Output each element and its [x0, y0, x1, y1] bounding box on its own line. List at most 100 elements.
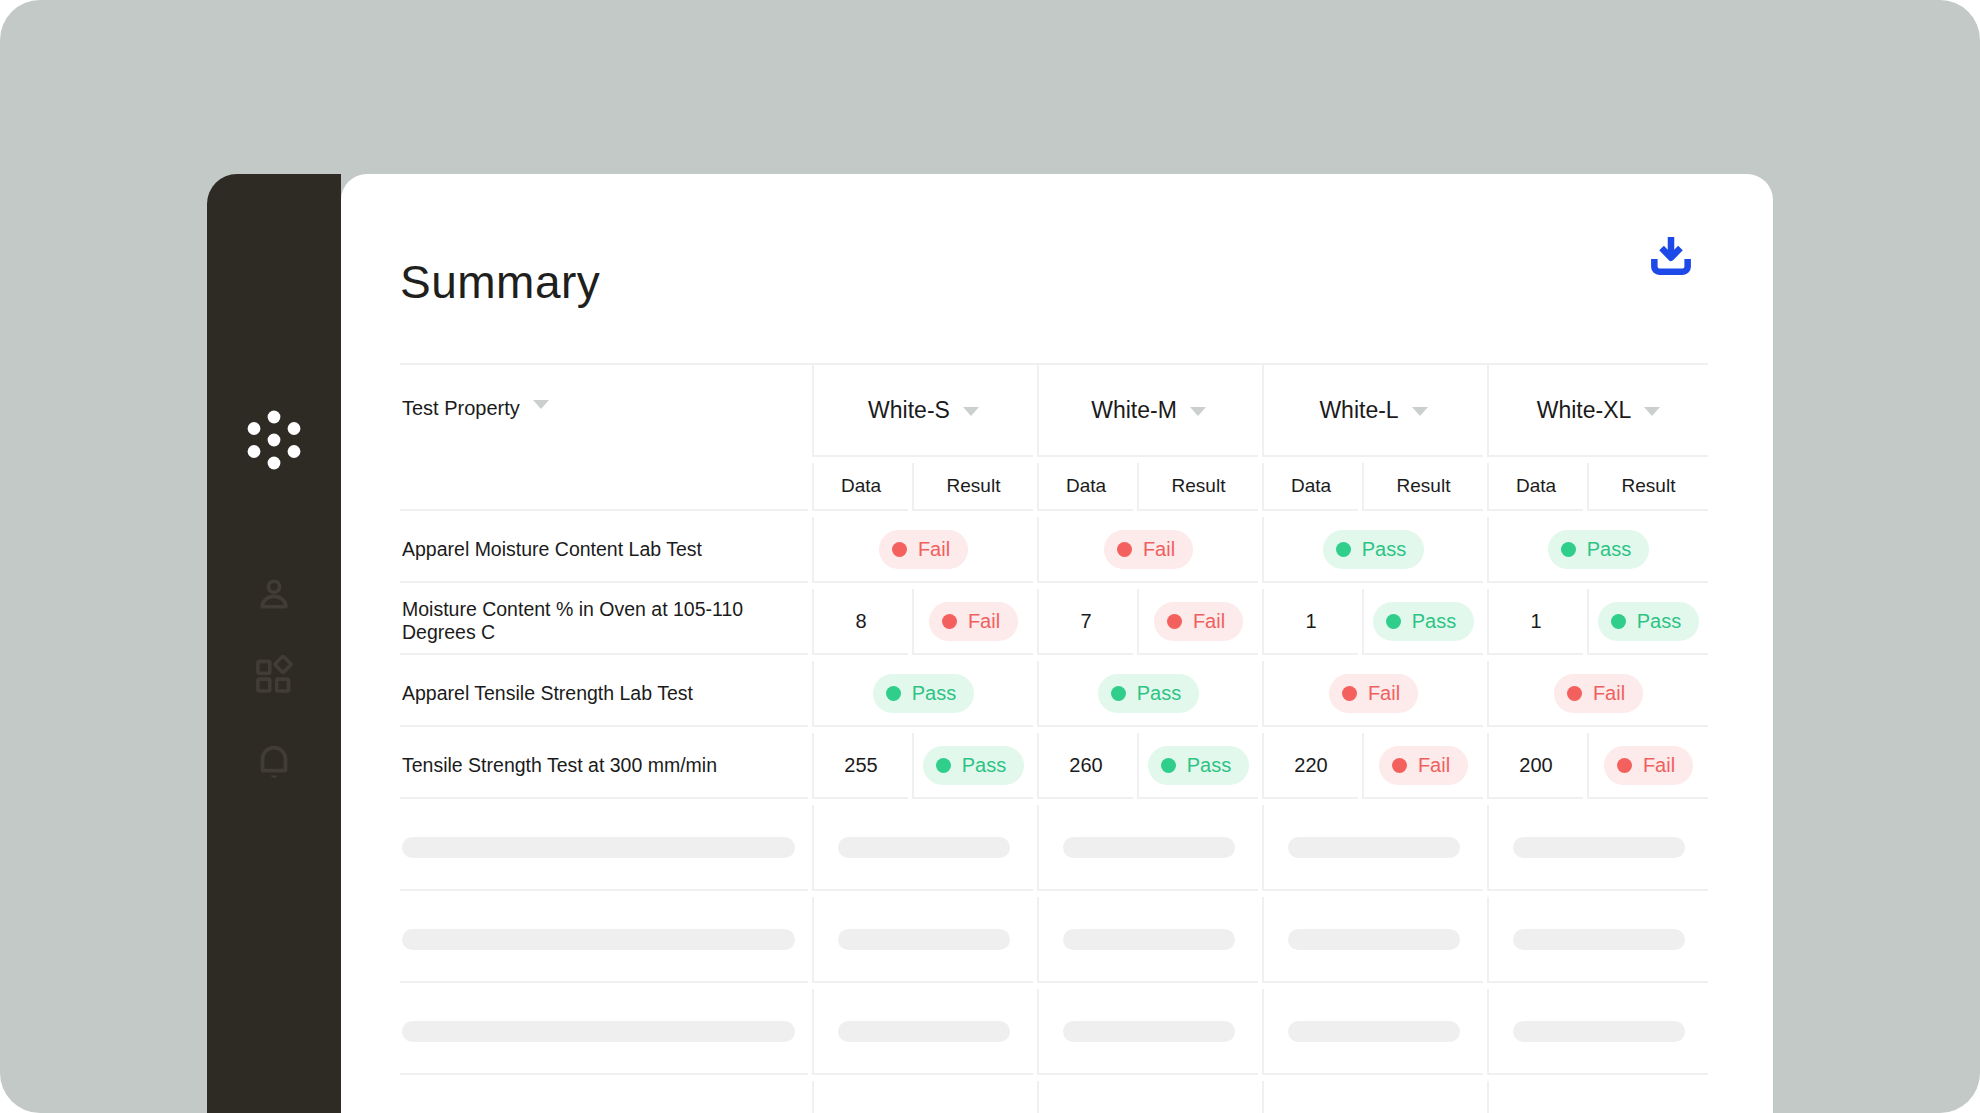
- status-label: Fail: [1643, 754, 1675, 777]
- fail-badge: Fail: [1104, 530, 1193, 569]
- data-cell: 7: [1037, 589, 1133, 655]
- status-label: Pass: [1137, 682, 1181, 705]
- column-header-white-xl[interactable]: White-XL: [1487, 365, 1708, 457]
- column-header-test-property[interactable]: Test Property: [400, 365, 808, 511]
- pass-badge: Pass: [1148, 746, 1249, 785]
- main-card: Summary Test PropertyWhite-SWhite-MWhite…: [341, 174, 1773, 1113]
- skeleton-bar: [1513, 1021, 1685, 1042]
- fail-badge: Fail: [879, 530, 968, 569]
- group-result-cell: Pass: [812, 661, 1033, 727]
- pass-badge: Pass: [1548, 530, 1649, 569]
- fail-badge: Fail: [1329, 674, 1418, 713]
- skeleton-bar: [1288, 929, 1460, 950]
- column-header-white-l[interactable]: White-L: [1262, 365, 1483, 457]
- row-label: Tensile Strength Test at 300 mm/min: [400, 733, 808, 799]
- skeleton-bar: [838, 929, 1010, 950]
- data-cell: 255: [812, 733, 908, 799]
- skeleton-group-cell: [812, 989, 1033, 1075]
- result-cell: Fail: [1362, 733, 1483, 799]
- skeleton-bar: [1063, 1021, 1235, 1042]
- status-dot-icon: [1167, 614, 1182, 629]
- subheader-result: Result: [1587, 463, 1708, 511]
- data-cell: 8: [812, 589, 908, 655]
- row-label: Apparel Tensile Strength Lab Test: [400, 661, 808, 727]
- status-label: Fail: [1193, 610, 1225, 633]
- skeleton-group-cell: [1262, 989, 1483, 1075]
- subheader-result: Result: [1362, 463, 1483, 511]
- partial-row-group-cell: [1037, 1081, 1258, 1113]
- dashboard-icon: [251, 653, 297, 699]
- skeleton-group-cell: [1262, 897, 1483, 983]
- page-title: Summary: [400, 255, 600, 309]
- status-label: Fail: [1593, 682, 1625, 705]
- status-label: Fail: [918, 538, 950, 561]
- skeleton-property-cell: [400, 897, 808, 983]
- row-label: Moisture Content % in Oven at 105-110 De…: [400, 589, 808, 655]
- status-label: Pass: [1187, 754, 1231, 777]
- status-dot-icon: [1617, 758, 1632, 773]
- column-header-white-m[interactable]: White-M: [1037, 365, 1258, 457]
- column-header-white-s[interactable]: White-S: [812, 365, 1033, 457]
- partial-row-property-cell: [400, 1081, 808, 1113]
- status-dot-icon: [886, 686, 901, 701]
- result-cell: Fail: [912, 589, 1033, 655]
- result-cell: Pass: [912, 733, 1033, 799]
- result-cell: Fail: [1137, 589, 1258, 655]
- sidebar-item-profile[interactable]: [207, 572, 341, 620]
- partial-row-group-cell: [1262, 1081, 1483, 1113]
- sidebar-item-notifications[interactable]: [207, 737, 341, 785]
- subheader-data: Data: [812, 463, 908, 511]
- status-label: Fail: [968, 610, 1000, 633]
- test-property-header-label: Test Property: [402, 397, 520, 420]
- status-dot-icon: [1386, 614, 1401, 629]
- sidebar: [207, 174, 341, 1113]
- pass-badge: Pass: [1373, 602, 1474, 641]
- skeleton-group-cell: [812, 805, 1033, 891]
- partial-row-group-cell: [812, 1081, 1033, 1113]
- status-dot-icon: [892, 542, 907, 557]
- status-label: Pass: [1637, 610, 1681, 633]
- pass-badge: Pass: [1598, 602, 1699, 641]
- status-label: Fail: [1143, 538, 1175, 561]
- bell-icon: [251, 738, 297, 784]
- skeleton-bar: [402, 1021, 795, 1042]
- chevron-down-icon: [1190, 407, 1206, 416]
- size-header-label: White-XL: [1537, 397, 1632, 424]
- group-result-cell: Fail: [1037, 517, 1258, 583]
- fail-badge: Fail: [1154, 602, 1243, 641]
- group-result-cell: Fail: [1487, 661, 1708, 727]
- status-dot-icon: [942, 614, 957, 629]
- subheader-result: Result: [1137, 463, 1258, 511]
- summary-table: Test Property White-SWhite-MWhite-L White-…: [400, 363, 1708, 1113]
- chevron-down-icon: [533, 400, 549, 409]
- status-dot-icon: [1611, 614, 1626, 629]
- data-cell: 220: [1262, 733, 1358, 799]
- status-dot-icon: [1561, 542, 1576, 557]
- fail-badge: Fail: [929, 602, 1018, 641]
- chevron-down-icon: [1412, 407, 1428, 416]
- sidebar-item-dashboard[interactable]: [207, 652, 341, 700]
- skeleton-group-cell: [1487, 805, 1708, 891]
- result-cell: Pass: [1362, 589, 1483, 655]
- skeleton-bar: [1063, 929, 1235, 950]
- row-label: Apparel Moisture Content Lab Test: [400, 517, 808, 583]
- skeleton-property-cell: [400, 805, 808, 891]
- skeleton-bar: [1513, 837, 1685, 858]
- group-result-cell: Pass: [1487, 517, 1708, 583]
- status-label: Fail: [1418, 754, 1450, 777]
- download-button[interactable]: [1641, 226, 1701, 286]
- result-cell: Pass: [1137, 733, 1258, 799]
- skeleton-group-cell: [1262, 805, 1483, 891]
- data-cell: 200: [1487, 733, 1583, 799]
- fail-badge: Fail: [1379, 746, 1468, 785]
- skeleton-bar: [1063, 837, 1235, 858]
- subheader-data: Data: [1037, 463, 1133, 511]
- chevron-down-icon: [963, 407, 979, 416]
- status-label: Pass: [912, 682, 956, 705]
- status-dot-icon: [1567, 686, 1582, 701]
- skeleton-group-cell: [1037, 805, 1258, 891]
- group-result-cell: Pass: [1037, 661, 1258, 727]
- partial-row-group-cell: [1487, 1081, 1708, 1113]
- pass-badge: Pass: [1323, 530, 1424, 569]
- skeleton-group-cell: [812, 897, 1033, 983]
